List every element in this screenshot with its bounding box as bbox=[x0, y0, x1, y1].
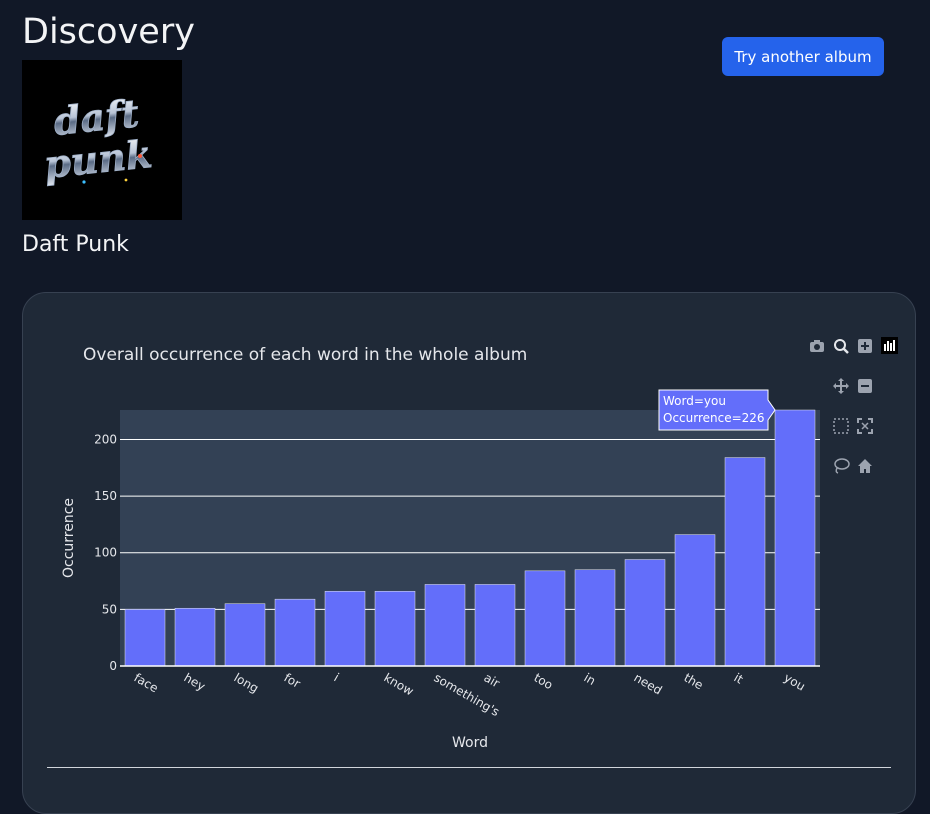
x-tick-label: too bbox=[532, 670, 556, 692]
bar-hey[interactable] bbox=[174, 607, 216, 667]
bar-long[interactable] bbox=[224, 603, 266, 667]
bar-face[interactable] bbox=[124, 609, 166, 667]
x-axis-title: Word bbox=[452, 735, 488, 751]
album-cover-art: daft punk bbox=[22, 60, 182, 220]
bar-i[interactable] bbox=[324, 590, 366, 667]
bar-you[interactable] bbox=[774, 409, 816, 667]
y-tick-label: 100 bbox=[94, 546, 117, 560]
bar-need[interactable] bbox=[624, 559, 666, 667]
bar-in[interactable] bbox=[574, 569, 616, 667]
chart-svg[interactable]: Overall occurrence of each word in the w… bbox=[23, 293, 915, 779]
plotly-logo-icon[interactable] bbox=[881, 337, 898, 354]
bar-too[interactable] bbox=[524, 570, 566, 667]
lasso-icon[interactable] bbox=[834, 458, 850, 474]
x-tick-label: it bbox=[732, 670, 746, 686]
x-tick-label: in bbox=[582, 670, 598, 688]
x-tick-label: long bbox=[232, 670, 261, 695]
x-tick-label: the bbox=[682, 670, 706, 692]
tooltip-line-2: Occurrence=226 bbox=[663, 411, 765, 425]
y-tick-label: 0 bbox=[109, 659, 117, 673]
pan-icon[interactable] bbox=[833, 378, 849, 394]
zoom-in-icon[interactable] bbox=[858, 339, 872, 353]
tooltip-line-1: Word=you bbox=[663, 394, 726, 408]
x-tick-label: you bbox=[782, 670, 808, 693]
hover-tooltip: Word=you Occurrence=226 bbox=[658, 389, 776, 431]
x-tick-label: air bbox=[482, 670, 503, 690]
y-tick-label: 50 bbox=[102, 602, 117, 616]
bar-air[interactable] bbox=[474, 584, 516, 667]
box-select-icon[interactable] bbox=[833, 418, 849, 434]
y-axis-title: Occurrence bbox=[61, 498, 77, 578]
x-tick-label: hey bbox=[182, 670, 208, 693]
x-tick-label: know bbox=[382, 670, 417, 698]
divider bbox=[47, 767, 891, 768]
artist-name: Daft Punk bbox=[22, 232, 129, 257]
zoom-out-icon[interactable] bbox=[858, 379, 872, 393]
try-another-album-button[interactable]: Try another album bbox=[722, 37, 884, 76]
bar-know[interactable] bbox=[374, 590, 416, 667]
x-tick-label: need bbox=[632, 670, 665, 697]
camera-icon[interactable] bbox=[810, 340, 824, 352]
chart-title: Overall occurrence of each word in the w… bbox=[83, 345, 527, 365]
y-tick-label: 200 bbox=[94, 432, 117, 446]
autoscale-icon[interactable] bbox=[857, 418, 873, 434]
bar-somethings[interactable] bbox=[424, 584, 466, 667]
bar-the[interactable] bbox=[674, 534, 716, 667]
bar-for[interactable] bbox=[274, 598, 316, 667]
x-tick-label: for bbox=[282, 670, 303, 690]
bar-it[interactable] bbox=[724, 457, 766, 667]
x-tick-label: i bbox=[332, 670, 342, 684]
album-cover: daft punk bbox=[22, 60, 182, 220]
y-tick-label: 150 bbox=[94, 489, 117, 503]
zoom-icon[interactable] bbox=[834, 339, 849, 354]
home-icon[interactable] bbox=[858, 459, 872, 473]
page-title: Discovery bbox=[22, 12, 195, 52]
logo-line-1: daft bbox=[52, 90, 142, 144]
x-tick-label: face bbox=[132, 670, 161, 695]
chart-card: Overall occurrence of each word in the w… bbox=[22, 292, 916, 814]
